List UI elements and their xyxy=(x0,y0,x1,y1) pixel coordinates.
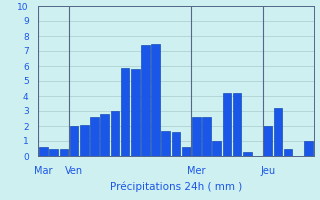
Bar xyxy=(192,117,201,156)
Bar xyxy=(121,68,129,156)
Bar xyxy=(243,152,252,156)
Bar xyxy=(80,124,89,156)
Bar xyxy=(70,126,78,156)
Bar xyxy=(49,148,58,156)
Bar xyxy=(131,69,140,156)
Bar xyxy=(60,148,68,156)
Bar xyxy=(100,114,109,156)
Bar xyxy=(263,126,272,156)
Bar xyxy=(110,111,119,156)
Bar xyxy=(233,93,242,156)
Bar xyxy=(141,45,150,156)
Bar xyxy=(212,141,221,156)
Bar xyxy=(172,132,180,156)
Bar xyxy=(304,141,313,156)
Bar xyxy=(274,108,282,156)
Bar xyxy=(182,147,190,156)
Bar xyxy=(284,148,292,156)
Bar xyxy=(90,117,99,156)
Bar xyxy=(39,147,48,156)
Bar xyxy=(151,44,160,156)
X-axis label: Précipitations 24h ( mm ): Précipitations 24h ( mm ) xyxy=(110,181,242,192)
Bar xyxy=(223,93,231,156)
Bar xyxy=(202,117,211,156)
Bar xyxy=(162,130,170,156)
